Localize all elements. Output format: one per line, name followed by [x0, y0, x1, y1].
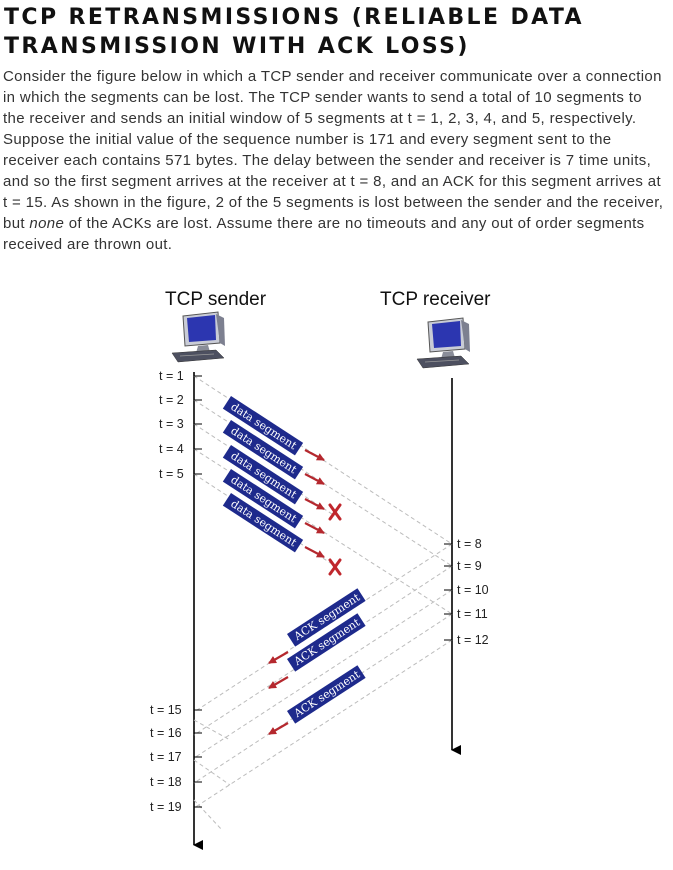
description-emphasis: none	[29, 215, 65, 232]
receiver-time-marks	[444, 543, 452, 641]
ack-segment: ACK segment	[287, 665, 366, 724]
sender-time-label: t = 18	[150, 775, 182, 789]
receiver-time-label: t = 11	[457, 607, 488, 621]
receiver-heading: TCP receiver	[380, 289, 491, 310]
sender-time-label: t = 5	[159, 467, 184, 481]
receiver-time-label: t = 8	[457, 537, 482, 551]
ack-segment-label: ACK segment	[291, 668, 363, 721]
description-text-1: Consider the figure below in which a TCP…	[3, 68, 664, 232]
sender-time-label: t = 2	[159, 393, 184, 407]
problem-description: Consider the figure below in which a TCP…	[3, 66, 668, 255]
description-text-2: of the ACKs are lost. Assume there are n…	[3, 215, 645, 253]
sender-time-label: t = 3	[159, 417, 184, 431]
sender-time-label: t = 19	[150, 800, 182, 814]
sender-time-label: t = 15	[150, 703, 182, 717]
ack-arrows	[268, 651, 289, 735]
sender-time-label: t = 1	[159, 369, 184, 383]
page-title: TCP RETRANSMISSIONS (RELIABLE DATA TRANS…	[4, 5, 584, 59]
ack-propagation-lines	[193, 543, 453, 831]
sender-time-label: t = 4	[159, 442, 184, 456]
sender-computer-icon	[171, 311, 225, 363]
sender-time-marks	[194, 375, 202, 808]
receiver-time-label: t = 12	[457, 633, 489, 647]
segment-lost-mark	[328, 558, 342, 576]
data-arrows	[304, 449, 325, 558]
receiver-time-label: t = 10	[457, 583, 489, 597]
sender-time-label: t = 17	[150, 750, 182, 764]
receiver-time-label: t = 9	[457, 559, 482, 573]
sender-heading: TCP sender	[165, 289, 267, 310]
receiver-computer-icon	[416, 317, 470, 369]
segment-lost-mark	[328, 503, 342, 521]
sender-time-label: t = 16	[150, 726, 182, 740]
